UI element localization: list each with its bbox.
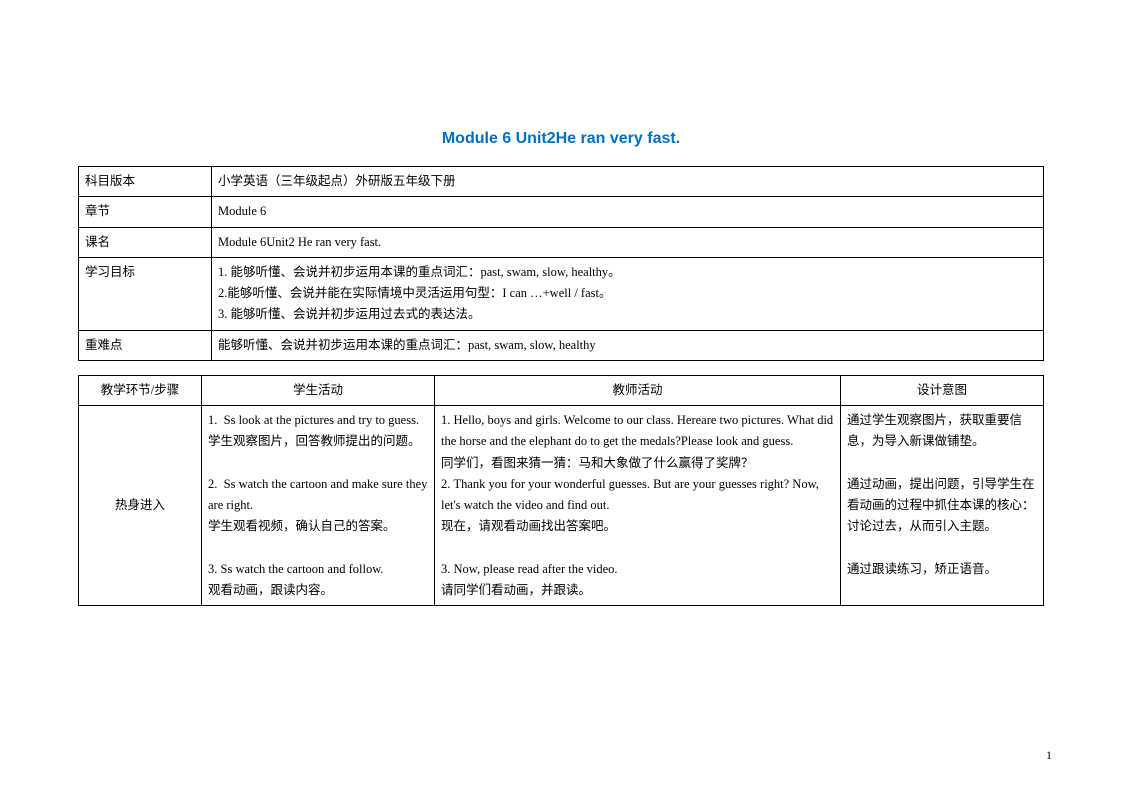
info-value: 1. 能够听懂、会说并初步运用本课的重点词汇：past, swam, slow,…: [212, 257, 1044, 330]
table-row: 重难点 能够听懂、会说并初步运用本课的重点词汇：past, swam, slow…: [79, 330, 1044, 360]
info-value: Module 6: [212, 197, 1044, 227]
plan-table: 教学环节/步骤 学生活动 教师活动 设计意图 热身进入 1. Ss look a…: [78, 375, 1044, 607]
info-label: 章节: [79, 197, 212, 227]
info-value: 小学英语（三年级起点）外研版五年级下册: [212, 167, 1044, 197]
table-row: 科目版本 小学英语（三年级起点）外研版五年级下册: [79, 167, 1044, 197]
table-header-row: 教学环节/步骤 学生活动 教师活动 设计意图: [79, 375, 1044, 405]
table-row: 热身进入 1. Ss look at the pictures and try …: [79, 406, 1044, 606]
info-label: 重难点: [79, 330, 212, 360]
document-title: Module 6 Unit2He ran very fast.: [78, 130, 1044, 148]
plan-teacher: 1. Hello, boys and girls. Welcome to our…: [435, 406, 841, 606]
plan-header: 教学环节/步骤: [79, 375, 202, 405]
info-value: Module 6Unit2 He ran very fast.: [212, 227, 1044, 257]
plan-header: 教师活动: [435, 375, 841, 405]
plan-step: 热身进入: [79, 406, 202, 606]
info-label: 课名: [79, 227, 212, 257]
table-row: 章节 Module 6: [79, 197, 1044, 227]
info-label: 学习目标: [79, 257, 212, 330]
info-table: 科目版本 小学英语（三年级起点）外研版五年级下册 章节 Module 6 课名 …: [78, 166, 1044, 361]
table-row: 课名 Module 6Unit2 He ran very fast.: [79, 227, 1044, 257]
plan-header: 设计意图: [841, 375, 1044, 405]
info-label: 科目版本: [79, 167, 212, 197]
plan-student: 1. Ss look at the pictures and try to gu…: [202, 406, 435, 606]
page-number: 1: [1046, 748, 1052, 763]
plan-intent: 通过学生观察图片，获取重要信息，为导入新课做铺垫。 通过动画，提出问题，引导学生…: [841, 406, 1044, 606]
table-row: 学习目标 1. 能够听懂、会说并初步运用本课的重点词汇：past, swam, …: [79, 257, 1044, 330]
info-value: 能够听懂、会说并初步运用本课的重点词汇：past, swam, slow, he…: [212, 330, 1044, 360]
plan-header: 学生活动: [202, 375, 435, 405]
